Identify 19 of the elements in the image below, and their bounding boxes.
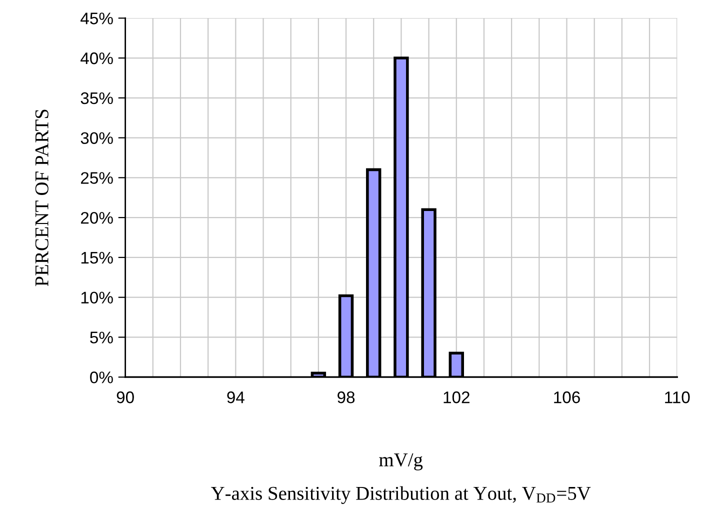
x-axis-title: mV/g (379, 453, 423, 470)
y-tick-label: 25% (80, 172, 113, 184)
y-tick-label: 45% (80, 12, 113, 24)
y-tick-label: 0% (90, 372, 113, 384)
y-tick-label: 20% (80, 212, 113, 224)
x-tick-label: 90 (116, 391, 134, 404)
x-tick-label: 98 (338, 391, 355, 404)
y-axis-title: PERCENT OF PARTS (35, 110, 48, 286)
x-tick-label: 106 (554, 391, 580, 404)
y-tick-label: 5% (90, 332, 113, 344)
x-tick-label: 102 (444, 391, 470, 404)
y-tick-label: 10% (81, 292, 113, 304)
y-tick-label: 30% (80, 132, 113, 144)
y-tick-label: 40% (80, 52, 113, 64)
y-tick-label: 35% (80, 92, 113, 104)
y-tick-label: 15% (81, 252, 113, 264)
x-tick-label: 94 (227, 391, 244, 404)
x-tick-label: 110 (665, 391, 690, 404)
text: Y-axis Sensitivity Distribution at Yout, V$_{DD}$=5V (211, 486, 591, 504)
